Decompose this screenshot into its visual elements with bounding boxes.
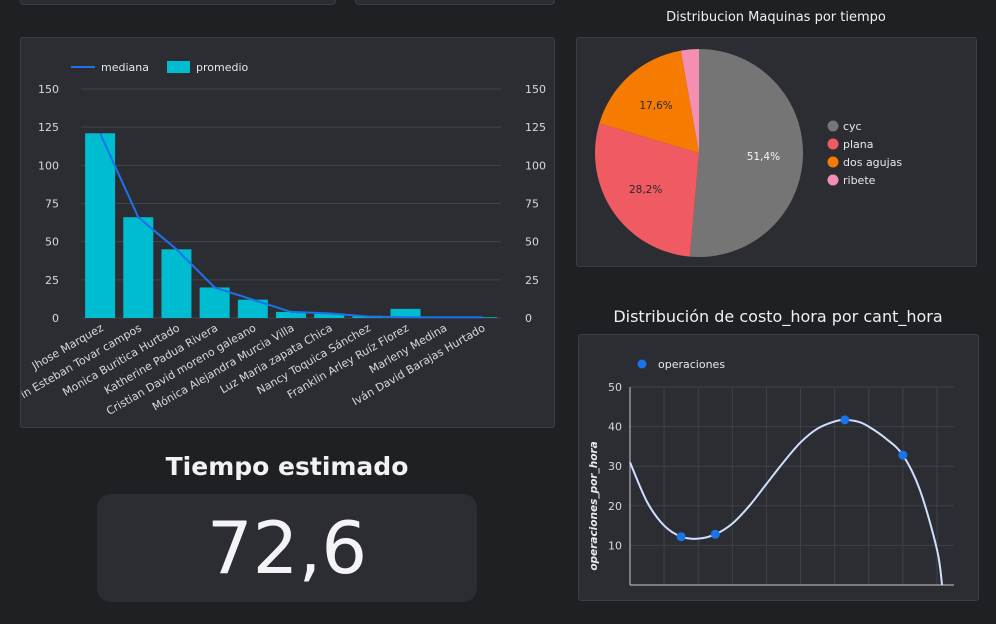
pie-slice-value-label: 51,4% <box>747 151 780 163</box>
bar-y-tick-right: 25 <box>525 274 539 287</box>
pie-slice-ribete <box>680 49 699 153</box>
pie-slice-cyc <box>689 49 803 257</box>
bar-promedio <box>123 217 154 318</box>
bar-promedio <box>237 299 268 318</box>
bar-promedio <box>314 313 345 318</box>
pie-legend-label: ribete <box>843 174 876 187</box>
scatter-y-tick: 10 <box>608 539 622 552</box>
pie-slice-plana <box>595 123 699 257</box>
legend-median-label: mediana <box>101 61 149 74</box>
bar-y-tick-left: 25 <box>45 274 59 287</box>
bar-y-tick-left: 0 <box>52 312 59 325</box>
legend-mean-swatch <box>167 61 190 73</box>
scatter-point <box>710 529 720 539</box>
scatter-chart-title: Distribución de costo_hora por cant_hora <box>613 307 943 326</box>
bar-y-tick-left: 100 <box>38 159 59 172</box>
legend-mean-label: promedio <box>196 61 249 74</box>
pie-legend-swatch <box>827 156 839 168</box>
bar-y-tick-right: 125 <box>525 121 546 134</box>
scatter-legend-swatch <box>637 359 647 369</box>
pie-legend-label: cyc <box>843 120 862 133</box>
bar-promedio <box>390 308 421 318</box>
scatter-point <box>676 532 686 542</box>
kpi-title: Tiempo estimado <box>165 452 409 481</box>
pie-chart: 51,4% 28,2% 17,6% cyc plana dos agujas ribete <box>595 49 902 257</box>
bar-y-tick-left: 75 <box>45 198 59 211</box>
pie-chart-panel: 51,4% 28,2% 17,6% cyc plana dos agujas ribete <box>576 37 977 267</box>
pie-chart-title: Distribucion Maquinas por tiempo <box>666 10 886 25</box>
kpi-value: 72,6 <box>206 506 368 590</box>
pie-slice-value-label: 28,2% <box>629 184 662 196</box>
bar-promedio <box>85 133 116 318</box>
scatter-y-tick: 50 <box>608 381 622 394</box>
scatter-legend-label: operaciones <box>658 358 725 371</box>
scatter-point <box>840 415 850 425</box>
pie-legend-swatch <box>827 138 839 150</box>
bar-y-tick-right: 150 <box>525 83 546 96</box>
bar-y-tick-right: 0 <box>525 312 532 325</box>
bar-promedio <box>161 249 192 318</box>
bar-y-tick-right: 75 <box>525 198 539 211</box>
pie-slice-value-label: 17,6% <box>639 100 672 112</box>
kpi-card: 72,6 <box>97 494 477 602</box>
scatter-chart: 10 20 30 40 50 operaciones operaciones_por_h… <box>588 358 954 586</box>
pie-legend-swatch <box>827 174 839 186</box>
bar-y-tick-left: 125 <box>38 121 59 134</box>
pie-legend-label: plana <box>843 138 874 151</box>
bar-promedio <box>199 287 230 318</box>
scatter-chart-panel: 10 20 30 40 50 operaciones operaciones_por_h… <box>578 334 979 601</box>
bar-y-tick-right: 50 <box>525 236 539 249</box>
line-mediana <box>99 132 482 319</box>
bar-y-tick-left: 50 <box>45 236 59 249</box>
bar-y-tick-left: 150 <box>38 83 59 96</box>
pie-legend-swatch <box>827 120 839 132</box>
scatter-y-tick: 40 <box>608 421 622 434</box>
top-panel-stub-right <box>355 0 555 5</box>
scatter-y-tick: 30 <box>608 460 622 473</box>
scatter-y-tick: 20 <box>608 500 622 513</box>
bar-promedio <box>276 311 306 318</box>
top-panel-stub-left <box>20 0 336 5</box>
pie-legend-label: dos agujas <box>843 156 902 169</box>
pie-slice-dos-agujas <box>599 50 699 153</box>
scatter-point <box>898 450 908 460</box>
scatter-y-axis-label: operaciones_por_hora <box>588 441 600 570</box>
bar-chart-panel: 0 0 25 25 50 50 75 75 100 100 125 125 150 150 Jhose M… <box>1 37 555 428</box>
bar-chart-legend: mediana promedio <box>71 61 249 74</box>
scatter-trend-curve <box>629 418 944 586</box>
bar-y-tick-right: 100 <box>525 159 546 172</box>
